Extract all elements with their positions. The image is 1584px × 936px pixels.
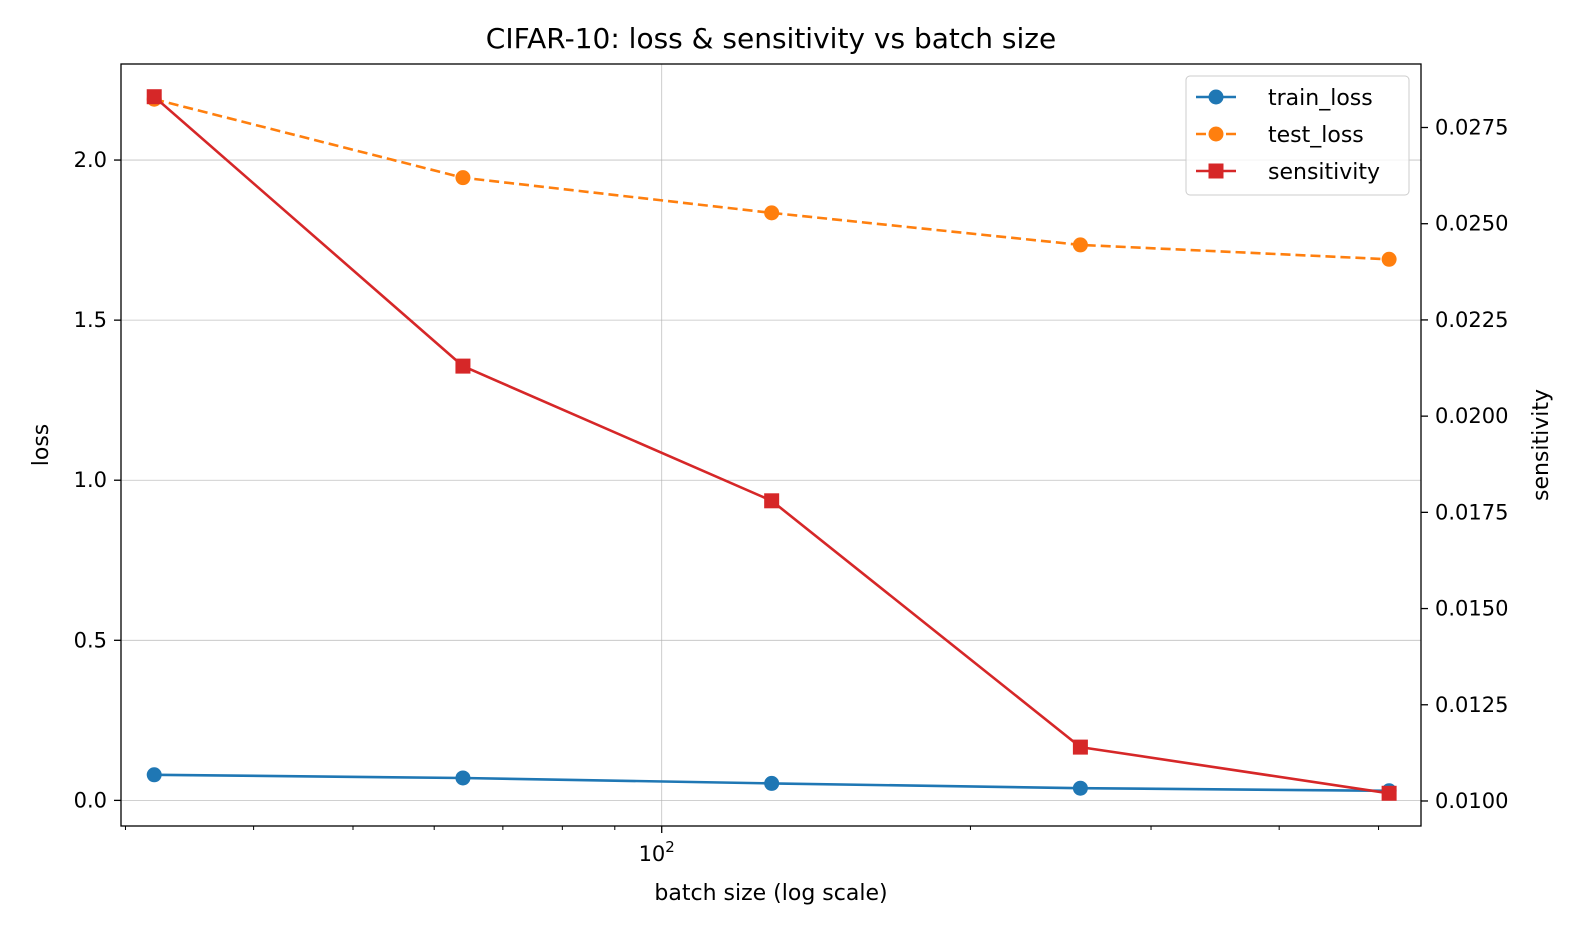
right-axis-ticks: 0.0100 0.0125 0.0150 0.0175 0.0200 0.0225 0.02… xyxy=(1421,116,1508,813)
x-tick-label-exponent: 2 xyxy=(665,838,675,856)
left-tick-label: 1.0 xyxy=(74,468,107,492)
x-axis-label: batch size (log scale) xyxy=(654,881,887,906)
legend: train_loss test_loss sensitivity xyxy=(1185,75,1410,196)
data-point-sensitivity xyxy=(1072,739,1088,755)
legend-label-train_loss: train_loss xyxy=(1268,86,1373,111)
chart-title: CIFAR-10: loss & sensitivity vs batch si… xyxy=(486,22,1056,55)
left-tick-label: 0.0 xyxy=(74,788,107,812)
legend-frame xyxy=(1185,75,1410,196)
right-tick-label: 0.0150 xyxy=(1435,597,1508,621)
left-axis-ticks: 0.0 0.5 1.0 1.5 2.0 xyxy=(74,148,121,812)
data-point-sensitivity xyxy=(146,89,162,105)
grid-layer xyxy=(121,64,1421,826)
left-tick-label: 0.5 xyxy=(74,628,107,652)
left-tick-label: 2.0 xyxy=(74,148,107,172)
data-point-train_loss xyxy=(146,767,162,783)
legend-item-test_loss: test_loss xyxy=(1196,123,1364,148)
right-tick-label: 0.0225 xyxy=(1435,308,1508,332)
left-tick-label: 1.5 xyxy=(74,308,107,332)
right-tick-label: 0.0275 xyxy=(1435,116,1508,140)
right-tick-label: 0.0250 xyxy=(1435,212,1508,236)
data-point-test_loss xyxy=(764,205,780,221)
legend-label-sensitivity: sensitivity xyxy=(1268,160,1380,185)
data-point-sensitivity xyxy=(455,358,471,374)
legend-marker-test_loss xyxy=(1208,126,1224,142)
legend-marker-sensitivity xyxy=(1208,163,1224,179)
legend-item-sensitivity: sensitivity xyxy=(1196,160,1380,185)
x-tick-label: 102 xyxy=(639,838,675,866)
plot-area-frame xyxy=(120,63,1422,827)
data-point-test_loss xyxy=(1381,251,1397,267)
right-tick-label: 0.0125 xyxy=(1435,693,1508,717)
right-tick-label: 0.0175 xyxy=(1435,500,1508,524)
series-sensitivity xyxy=(146,89,1397,801)
right-tick-label: 0.0200 xyxy=(1435,404,1508,428)
series-layer xyxy=(146,89,1397,801)
data-point-train_loss xyxy=(1072,780,1088,796)
left-axis-label: loss xyxy=(29,424,54,467)
data-point-train_loss xyxy=(455,770,471,786)
right-axis-label: sensitivity xyxy=(1529,389,1554,501)
data-point-sensitivity xyxy=(764,493,780,509)
data-point-sensitivity xyxy=(1381,785,1397,801)
series-line-test_loss xyxy=(153,97,1390,261)
data-point-train_loss xyxy=(764,775,780,791)
x-axis-ticks: 102 xyxy=(124,826,1380,866)
data-point-test_loss xyxy=(455,170,471,186)
legend-marker-train_loss xyxy=(1208,89,1224,105)
legend-label-test_loss: test_loss xyxy=(1268,123,1364,148)
right-tick-label: 0.0100 xyxy=(1435,789,1508,813)
data-point-test_loss xyxy=(1072,237,1088,253)
legend-item-train_loss: train_loss xyxy=(1196,86,1373,111)
x-tick-label-base: 10 xyxy=(639,842,666,866)
